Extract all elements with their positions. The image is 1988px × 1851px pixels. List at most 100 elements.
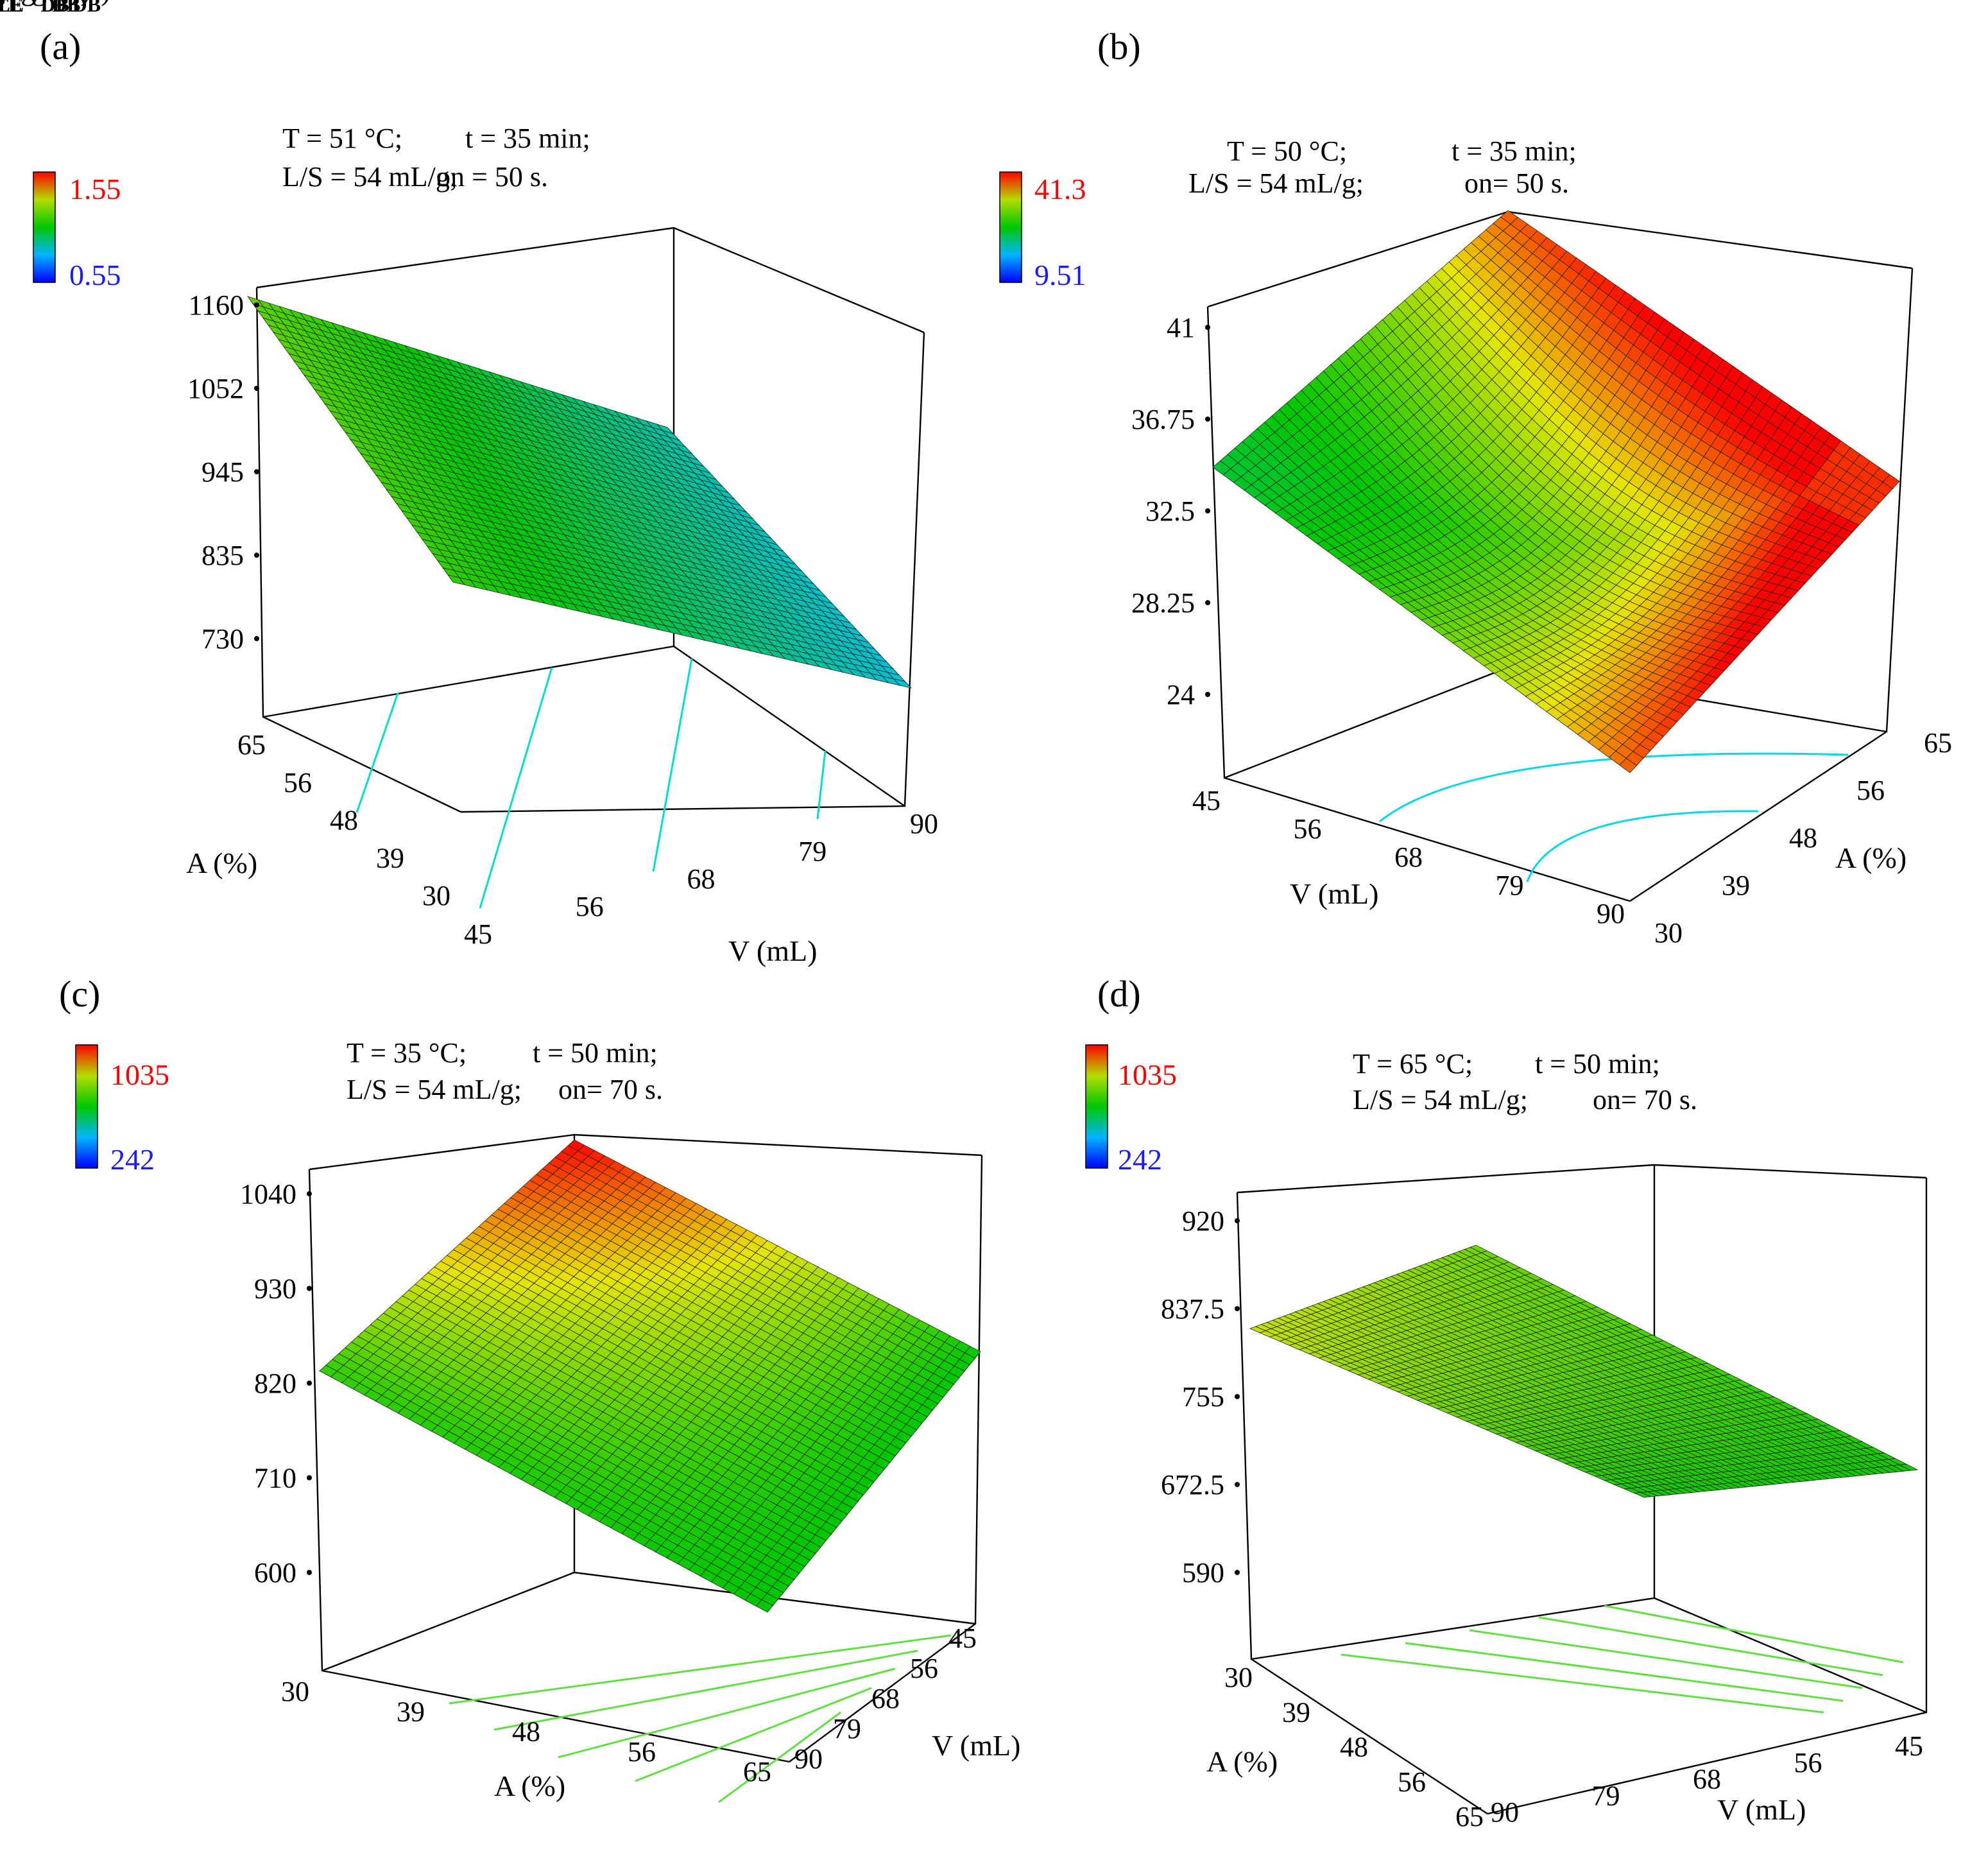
response-surface: [246, 296, 913, 689]
z-tick-mark: [307, 1570, 312, 1575]
z-tick-mark: [254, 469, 259, 474]
z-tick-mark: [1205, 417, 1210, 422]
floor-contour-line: [816, 750, 827, 820]
x-axis-label: V (mL): [932, 1729, 1020, 1762]
condition-text: T = 65 °C;: [1353, 1048, 1473, 1080]
z-tick-label: 835: [201, 540, 244, 571]
panel-c: (c)T = 35 °C; t = 50 min;L/S = 54 mL/g; on…: [0, 0, 1020, 1804]
x-tick-label: 45: [1192, 785, 1221, 816]
z-tick-mark: [254, 636, 259, 641]
x-tick-label: 79: [798, 836, 827, 867]
colorbar-max-label: 1035: [1118, 1058, 1177, 1091]
y-tick-label: 30: [422, 880, 450, 911]
y-axis-label: A (%): [1835, 841, 1907, 874]
axis-box-edge: [321, 1571, 976, 1672]
x-tick-label: 90: [1597, 898, 1625, 929]
axis-box-edge: [256, 227, 925, 334]
axis-box-edge: [1487, 1178, 1928, 1815]
y-axis-label: A (%): [186, 847, 257, 879]
response-surface: [1212, 210, 1900, 773]
condition-text: T = 35 °C;: [347, 1037, 467, 1069]
condition-text: t = 50 min;: [1535, 1048, 1660, 1080]
z-tick-mark: [1205, 692, 1210, 697]
floor-contour-line: [356, 693, 399, 813]
x-tick-label: 68: [1394, 841, 1423, 873]
z-tick-label: 930: [254, 1273, 296, 1305]
x-tick-label: 56: [910, 1653, 938, 1684]
colorbar-min-label: 242: [110, 1143, 155, 1176]
x-tick-label: 45: [948, 1623, 977, 1654]
z-tick-label: 24: [1167, 679, 1195, 710]
z-tick-label: 1160: [189, 289, 244, 321]
z-tick-mark: [254, 553, 259, 558]
y-tick-label: 65: [743, 1756, 771, 1787]
panel-label: (c): [59, 973, 100, 1015]
colorbar: [33, 171, 56, 283]
condition-text: on= 50 s.: [1464, 168, 1569, 199]
z-tick-label: 600: [254, 1557, 296, 1588]
z-tick-label: 32.5: [1145, 495, 1195, 527]
z-tick-label: 730: [201, 623, 244, 655]
x-axis-label: V (mL): [728, 934, 817, 967]
z-tick-label: 820: [254, 1368, 296, 1399]
condition-text: t = 35 min;: [1452, 135, 1577, 167]
response-surface: [1249, 1244, 1919, 1498]
condition-text: on= 70 s.: [558, 1074, 663, 1105]
colorbar: [1085, 1044, 1108, 1169]
condition-text: t = 50 min;: [533, 1037, 658, 1069]
condition-text: on= 70 s.: [1593, 1084, 1697, 1115]
y-tick-label: 48: [512, 1716, 540, 1748]
y-tick-label: 48: [330, 805, 358, 836]
y-tick-label: 39: [1722, 870, 1750, 901]
colorbar-max-label: 1.55: [69, 173, 121, 205]
colorbar: [999, 171, 1022, 283]
z-tick-label: 41: [1167, 312, 1195, 343]
condition-text: L/S = 54 mL/g;: [282, 161, 458, 193]
z-tick-mark: [307, 1191, 312, 1196]
axis-box-edge: [1237, 1164, 1927, 1194]
z-tick-label: 1040: [240, 1178, 296, 1210]
y-tick-label: 39: [376, 842, 404, 874]
y-tick-label: 48: [1789, 822, 1817, 854]
z-tick-mark: [1205, 508, 1210, 513]
condition-text: T = 50 °C;: [1227, 135, 1347, 167]
y-tick-label: 30: [281, 1676, 309, 1707]
axis-box-edge: [309, 1133, 982, 1171]
axis-box-edge: [262, 645, 905, 807]
y-axis-label: A (%): [494, 1769, 565, 1802]
z-tick-label: 36.75: [1131, 404, 1195, 435]
condition-text: L/S = 54 mL/g;: [347, 1074, 522, 1105]
x-tick-label: 79: [833, 1713, 861, 1744]
colorbar-max-label: 1035: [110, 1058, 169, 1091]
z-tick-mark: [307, 1475, 312, 1481]
floor-contour-line: [479, 667, 553, 909]
y-tick-label: 56: [284, 767, 312, 798]
colorbar: [75, 1044, 98, 1169]
x-axis-label: V (mL): [1290, 877, 1378, 910]
z-tick-mark: [1205, 325, 1210, 330]
panel-a: (a) T = 51 °C; t = 35 min;L/S = 54 mL/g;on…: [0, 0, 938, 967]
x-tick-label: 56: [1294, 813, 1322, 845]
condition-text: L/S = 54 mL/g;: [1188, 168, 1364, 199]
colorbar-max-label: 41.3: [1034, 173, 1086, 205]
floor-contour-line: [1379, 752, 1849, 823]
panel-label: (b): [1097, 26, 1141, 67]
x-tick-label: 68: [871, 1683, 900, 1714]
response-surface: [319, 1139, 981, 1613]
condition-text: L/S = 54 mL/g;: [1353, 1084, 1528, 1115]
y-tick-label: 56: [628, 1736, 656, 1768]
x-tick-label: 56: [576, 891, 604, 922]
x-tick-label: 79: [1496, 870, 1524, 901]
z-tick-label: 945: [201, 456, 244, 488]
condition-text: t = 35 min;: [465, 123, 590, 154]
condition-text: T = 51 °C;: [282, 123, 402, 154]
panel-label: (a): [40, 26, 81, 67]
y-tick-label: 30: [1654, 917, 1683, 949]
x-tick-label: 90: [794, 1743, 823, 1775]
y-tick-label: 65: [1924, 727, 1952, 759]
z-tick-mark: [307, 1381, 312, 1386]
condition-text: on = 50 s.: [436, 161, 548, 193]
y-tick-label: 56: [1856, 775, 1885, 806]
floor-contour-line: [1405, 1642, 1844, 1702]
colorbar-min-label: 242: [1118, 1143, 1162, 1176]
